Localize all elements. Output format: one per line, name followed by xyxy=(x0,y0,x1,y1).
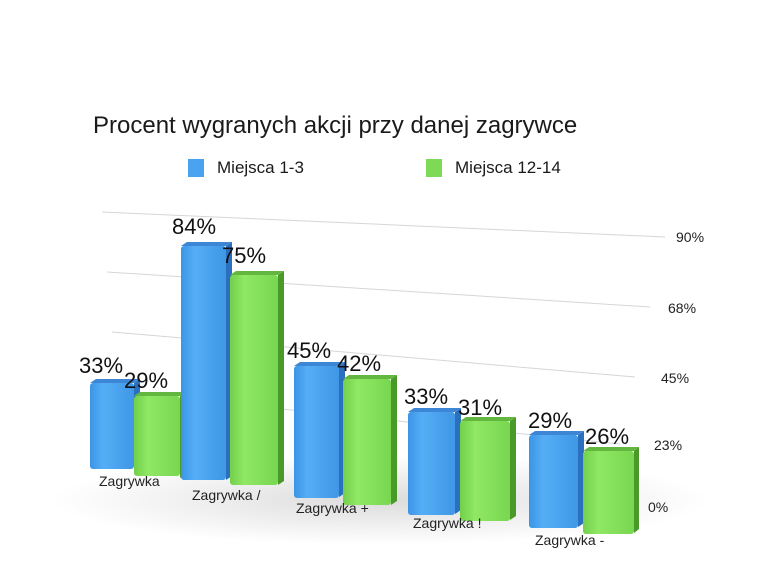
bar-series-1 xyxy=(408,412,455,515)
data-label: 31% xyxy=(458,395,502,420)
data-label: 42% xyxy=(337,351,381,376)
legend-item-series-1: Miejsca 1-3 xyxy=(188,158,304,178)
bar-series-2 xyxy=(134,396,180,476)
bar-series-1 xyxy=(181,246,226,480)
bar-series-2 xyxy=(460,421,510,521)
legend-label: Miejsca 12-14 xyxy=(455,158,561,177)
category-label: Zagrywka / xyxy=(192,487,261,503)
data-labels: 33% 29% 84% 75% 45% 42% 33% 31% 29% 26% xyxy=(79,214,629,449)
bar-group-zagrywka-minus xyxy=(529,431,639,534)
y-tick: 0% xyxy=(648,499,668,515)
legend-item-series-2: Miejsca 12-14 xyxy=(426,158,561,178)
bar-series-1 xyxy=(294,366,339,498)
bar-series-1 xyxy=(529,435,578,528)
legend-swatch-green xyxy=(426,159,442,177)
data-label: 33% xyxy=(404,384,448,409)
data-label: 45% xyxy=(287,338,331,363)
bar-series-1 xyxy=(90,383,134,469)
legend-label: Miejsca 1-3 xyxy=(217,158,304,177)
bar-group-zagrywka xyxy=(90,379,186,478)
data-label: 84% xyxy=(172,214,216,239)
category-label: Zagrywka xyxy=(99,473,160,489)
bar-group-zagrywka-plus xyxy=(294,362,397,505)
category-label: Zagrywka ! xyxy=(413,515,481,531)
y-axis: 90% 68% 45% 23% 0% xyxy=(648,229,704,515)
x-axis-labels: Zagrywka Zagrywka / Zagrywka + Zagrywka … xyxy=(99,473,605,548)
category-label: Zagrywka - xyxy=(535,532,605,548)
bar-series-2 xyxy=(230,275,278,485)
bar-series-2 xyxy=(583,451,634,534)
data-label: 29% xyxy=(124,368,168,393)
legend-swatch-blue xyxy=(188,159,204,177)
data-label: 33% xyxy=(79,353,123,378)
category-label: Zagrywka + xyxy=(296,500,369,516)
data-label: 26% xyxy=(585,424,629,449)
data-label: 29% xyxy=(528,408,572,433)
bar-group-zagrywka-slash xyxy=(181,242,284,485)
y-tick: 45% xyxy=(661,370,689,386)
y-tick: 90% xyxy=(676,229,704,245)
bar-series-2 xyxy=(343,379,391,505)
y-tick: 23% xyxy=(654,437,682,453)
y-tick: 68% xyxy=(668,300,696,316)
chart-title: Procent wygranych akcji przy danej zagry… xyxy=(93,112,578,139)
bar-group-zagrywka-exclaim xyxy=(408,408,516,521)
data-label: 75% xyxy=(222,243,266,268)
